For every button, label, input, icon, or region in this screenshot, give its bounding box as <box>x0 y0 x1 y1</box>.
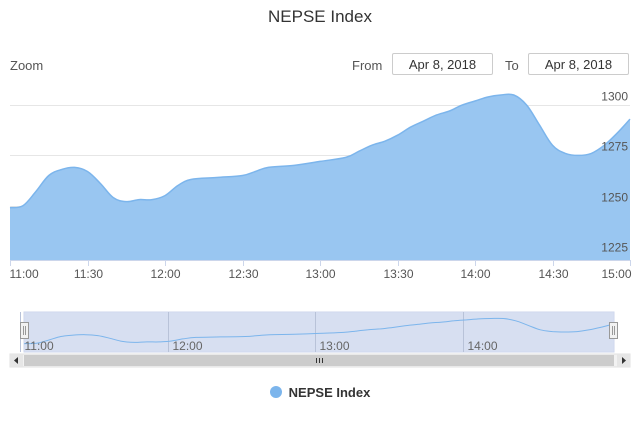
legend-marker-icon <box>269 386 282 398</box>
x-tick-label: 13:30 <box>383 267 413 281</box>
legend-item-nepse-index[interactable]: NEPSE Index <box>288 385 371 400</box>
x-tick-label: 11:00 <box>10 267 39 281</box>
y-tick-label: 1300 <box>601 90 628 104</box>
navigator-tick-label: 12:00 <box>173 339 203 353</box>
y-tick-label: 1250 <box>601 191 628 205</box>
x-tick-label: 14:00 <box>460 267 490 281</box>
navigator-handle-left[interactable] <box>20 322 29 339</box>
from-label: From <box>352 58 383 73</box>
scrollbar-grip-icon <box>316 358 323 363</box>
y-tick-label: 1225 <box>601 241 628 255</box>
series-line-nepse-index[interactable] <box>9 93 631 209</box>
zoom-label: Zoom <box>10 58 44 73</box>
navigator-tick-label: 13:00 <box>320 339 350 353</box>
navigator-grid <box>20 312 464 352</box>
legend[interactable]: NEPSE Index <box>0 385 640 400</box>
x-tick-label: 14:30 <box>538 267 568 281</box>
x-tick-label: 12:30 <box>228 267 258 281</box>
navigator-tick-label: 11:00 <box>25 339 54 353</box>
navigator-series-line <box>23 317 615 345</box>
x-tick-label: 15:00 <box>601 267 631 281</box>
x-axis: 11:00 11:30 12:00 12:30 13:00 13:30 14:00 14:30… <box>10 260 632 281</box>
x-tick-label: 11:30 <box>74 267 103 281</box>
to-date-input[interactable] <box>528 53 629 75</box>
from-date-input[interactable] <box>392 53 493 75</box>
navigator-labels: 11:00 12:00 13:00 14:00 <box>25 339 498 353</box>
scrollbar-left-arrow-icon[interactable] <box>10 354 23 367</box>
navigator-tick-label: 14:00 <box>468 339 498 353</box>
y-tick-label: 1275 <box>601 140 628 154</box>
scrollbar-right-arrow-icon[interactable] <box>617 354 630 367</box>
navigator-handle-right[interactable] <box>609 322 618 339</box>
x-tick-label: 12:00 <box>150 267 180 281</box>
x-tick-label: 13:00 <box>305 267 335 281</box>
scrollbar[interactable] <box>9 353 631 368</box>
navigator-selected-range[interactable] <box>24 312 614 352</box>
to-label: To <box>505 58 519 73</box>
chart-title: NEPSE Index <box>268 7 372 26</box>
navigator[interactable]: 11:00 12:00 13:00 14:00 <box>20 311 618 353</box>
y-axis: 1225 1250 1275 1300 <box>601 90 628 255</box>
series-area-nepse-index[interactable] <box>10 94 630 260</box>
